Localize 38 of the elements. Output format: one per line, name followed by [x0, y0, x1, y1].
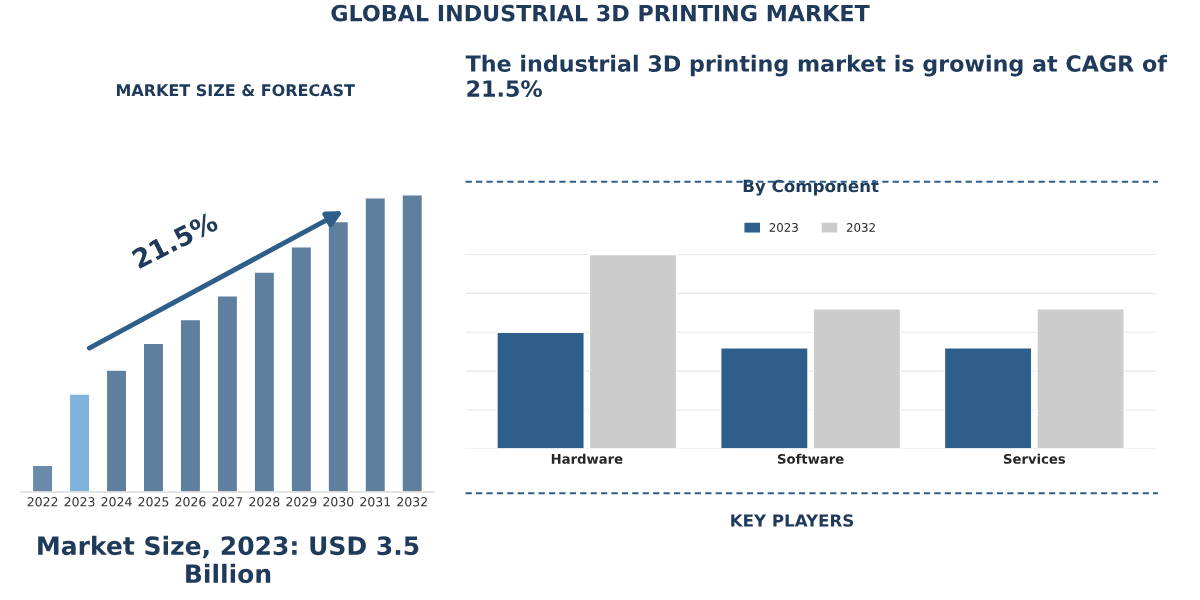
text: KEY PLAYERS — [731, 514, 854, 527]
x-tick-label: 2025 — [138, 497, 169, 507]
x-tick-label: Hardware — [551, 453, 623, 464]
bar — [812, 308, 902, 449]
chart-title: By Component — [743, 179, 879, 196]
x-tick-label: 2030 — [323, 497, 354, 507]
text: GLOBAL INDUSTRIAL 3D PRINTING MARKET — [331, 4, 870, 22]
bar — [588, 253, 678, 449]
bar — [496, 331, 585, 449]
x-tick-label: 2027 — [212, 497, 243, 507]
bar — [253, 271, 276, 492]
bar — [290, 246, 313, 492]
bar — [142, 342, 165, 492]
bar — [105, 369, 128, 492]
bar — [68, 393, 91, 492]
x-tick-label: 2024 — [101, 497, 132, 507]
bar — [943, 347, 1033, 449]
text: The industrial 3D printing market is growing at CAGR of 21.5% — [465, 54, 1168, 97]
x-tick-label: 2026 — [175, 497, 206, 507]
x-tick-label: 2028 — [249, 497, 280, 507]
x-tick-label: 2032 — [397, 497, 427, 507]
x-tick-label: Software — [777, 453, 844, 464]
x-tick-label: 2029 — [286, 497, 317, 507]
bar — [364, 197, 387, 492]
bar — [1036, 308, 1125, 449]
bar — [720, 347, 809, 449]
x-tick-label: 2022 — [27, 497, 58, 507]
x-tick-label: 2023 — [64, 497, 95, 507]
bar — [401, 194, 424, 492]
bar — [31, 464, 54, 492]
x-tick-label: 2031 — [360, 497, 391, 507]
legend-label: 2023 — [769, 222, 798, 232]
chart-title: MARKET SIZE & FORECAST — [116, 84, 355, 97]
bar — [216, 295, 239, 492]
legend-label: 2032 — [846, 222, 875, 232]
text: Market Size, 2023: USD 3.5 Billion — [38, 535, 419, 584]
x-tick-label: Services — [1003, 453, 1066, 464]
bar — [179, 318, 202, 492]
